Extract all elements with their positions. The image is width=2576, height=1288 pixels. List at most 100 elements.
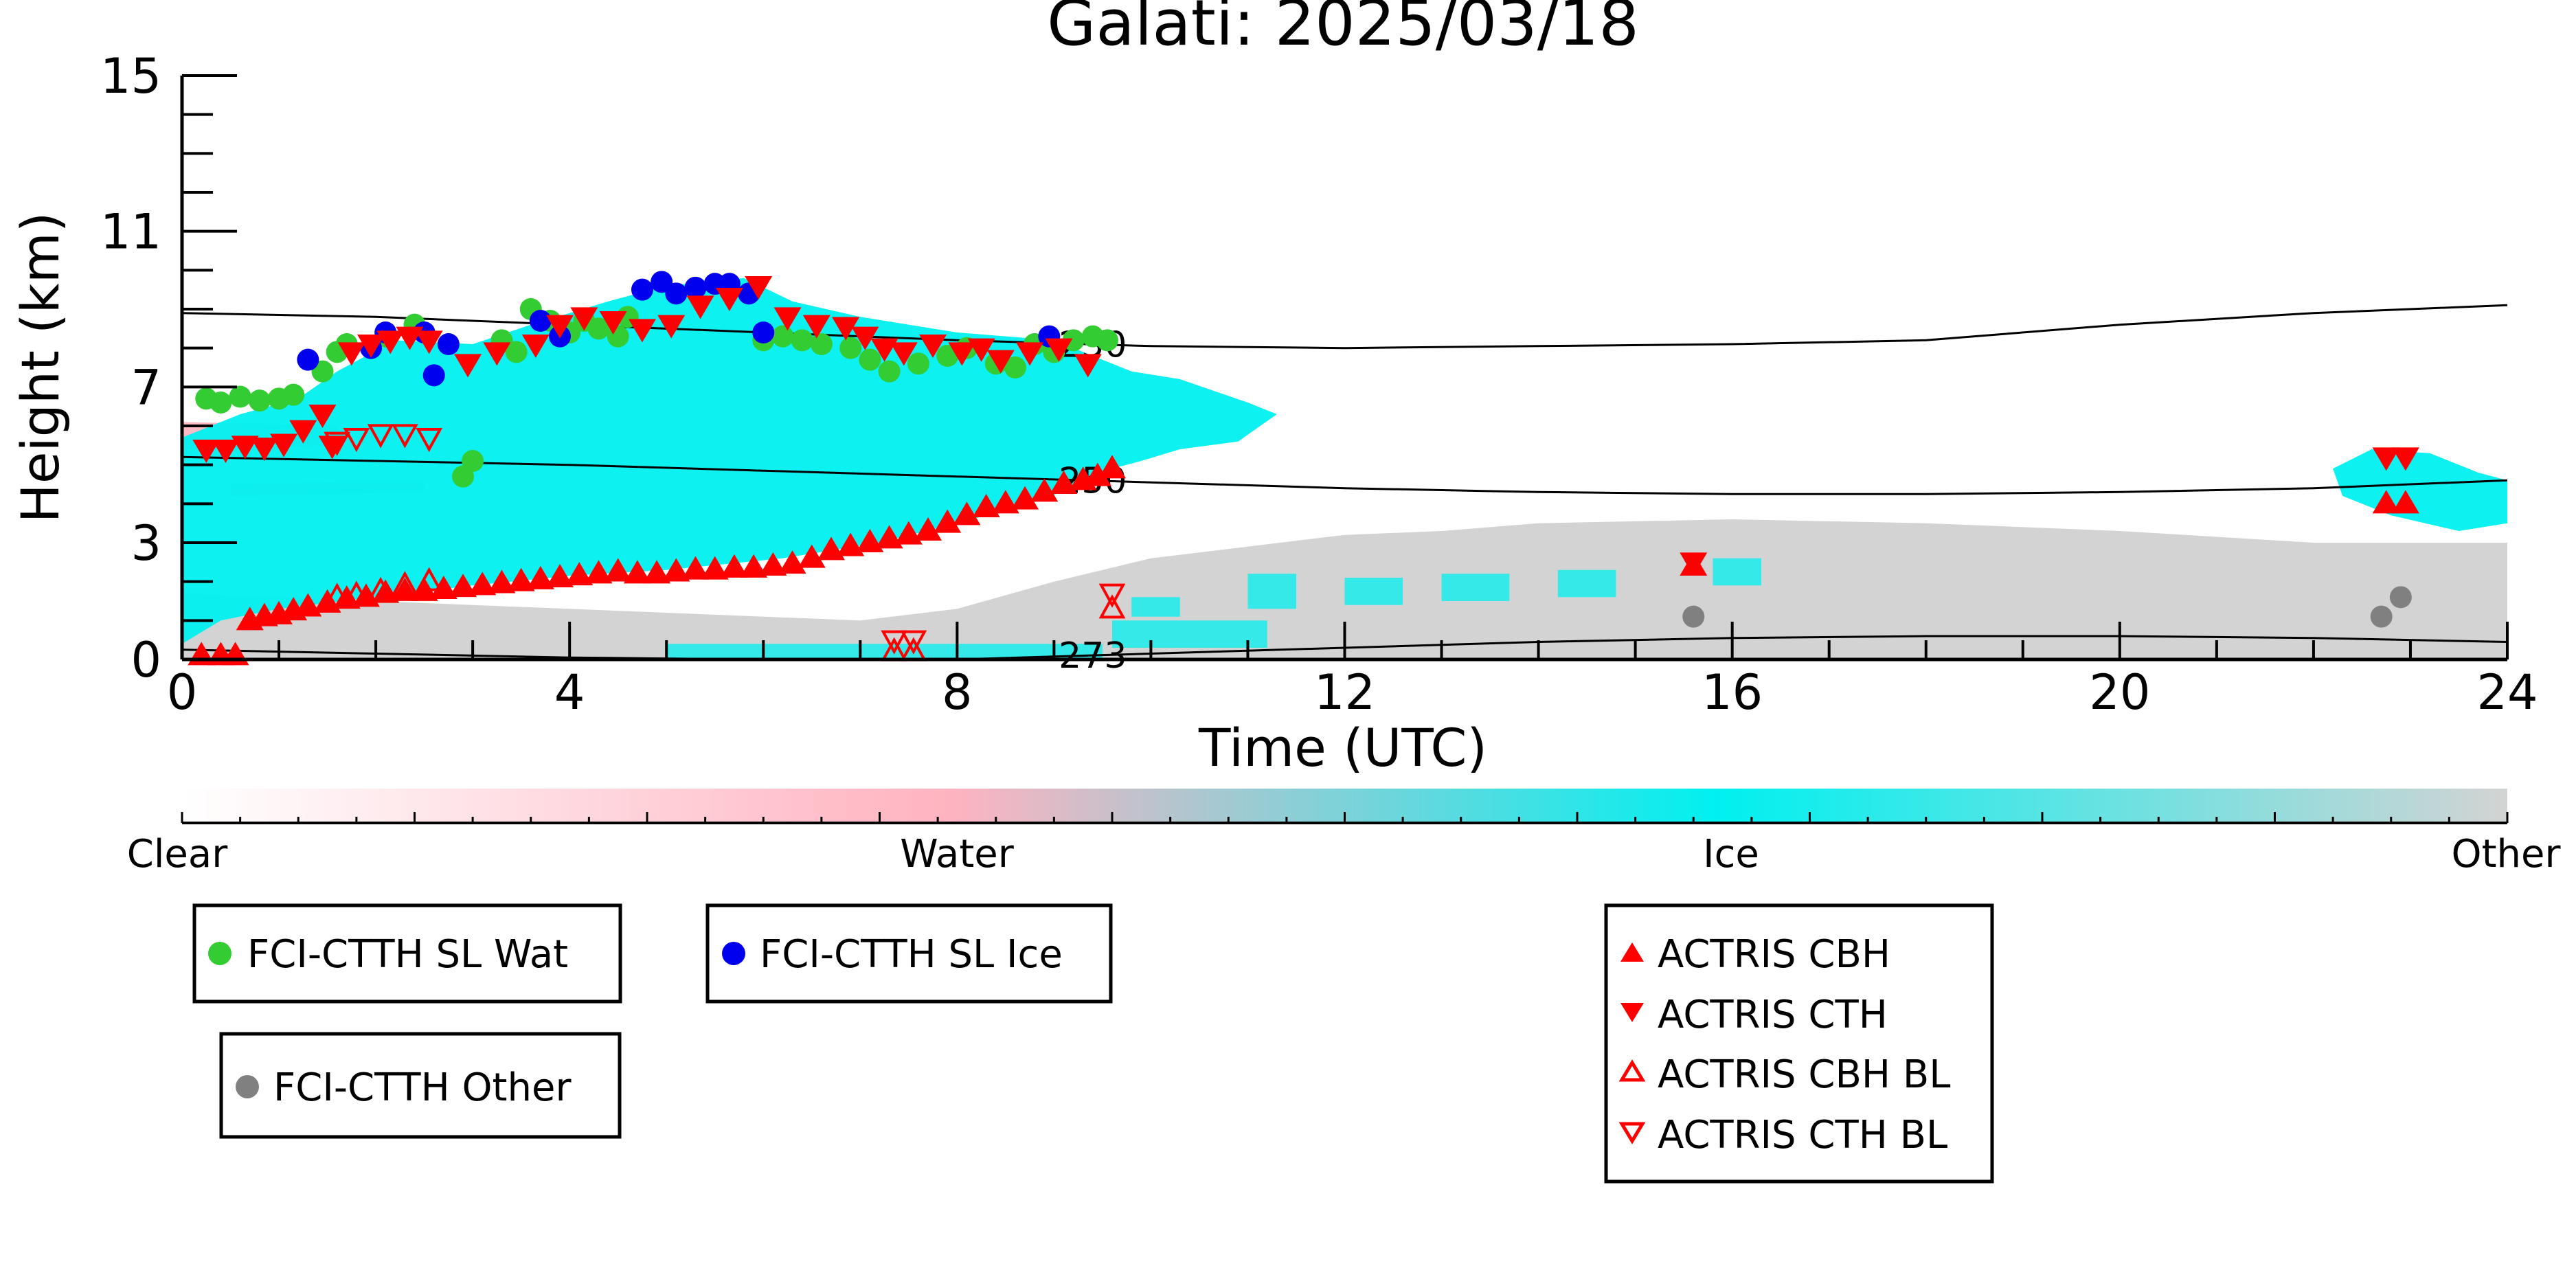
legend-label-actris-cbh-bl: ACTRIS CBH BL (1658, 1052, 1950, 1097)
y-tick-label: 11 (100, 204, 161, 260)
data-point (324, 583, 351, 607)
data-point (752, 321, 775, 343)
data-point (2389, 586, 2412, 609)
x-tick-label: 8 (942, 664, 973, 721)
cloud-ice-streak (666, 644, 1103, 659)
cloud-ice-streak (1131, 597, 1180, 617)
data-point (505, 341, 528, 363)
data-point (1680, 552, 1708, 576)
data-point (392, 571, 418, 596)
data-point (604, 558, 632, 582)
data-point (376, 330, 405, 354)
data-point (416, 428, 443, 453)
data-point (318, 436, 346, 460)
data-point (715, 288, 743, 311)
data-point (282, 383, 305, 406)
data-point (1096, 329, 1118, 352)
data-point (565, 562, 594, 586)
chart-title: Galati: 2025/03/18 (1047, 0, 1639, 60)
data-point (587, 317, 610, 340)
data-point (231, 436, 259, 460)
legend-label-actris-cbh: ACTRIS CBH (1658, 932, 1890, 977)
data-point (662, 558, 690, 582)
data-point (851, 326, 879, 350)
data-point (367, 424, 394, 449)
data-point (657, 315, 686, 339)
legend-box (705, 903, 1113, 1004)
colorbar-label-ice: Ice (1703, 832, 1759, 877)
data-point (759, 552, 787, 576)
data-point (521, 335, 550, 358)
data-point (623, 560, 651, 584)
data-point (1682, 605, 1705, 628)
data-point (720, 554, 748, 578)
data-point (684, 276, 707, 299)
data-point (701, 556, 729, 580)
data-point (289, 420, 317, 444)
data-point (454, 354, 482, 378)
data-point (308, 405, 337, 428)
data-point (546, 564, 574, 587)
data-point (2391, 490, 2419, 514)
colorbar-label-other: Other (2451, 832, 2561, 877)
legend-marker-actris-cbh (1620, 942, 1644, 962)
data-point (936, 345, 959, 367)
data-point (643, 560, 671, 584)
data-point (367, 576, 394, 601)
legend-marker-actris-cbh-bl (1618, 1059, 1646, 1082)
data-point (429, 576, 457, 599)
data-point (192, 440, 221, 463)
data-point (986, 350, 1015, 374)
data-point (468, 572, 497, 596)
data-point (546, 315, 574, 339)
legend-fci-ice: FCI-CTTH SL Ice (705, 903, 1113, 1004)
data-point (1098, 455, 1126, 479)
x-axis-label: Time (UTC) (1198, 717, 1487, 778)
series-fci-ctth-other (1682, 586, 2412, 628)
data-point (948, 342, 976, 366)
data-point (507, 567, 535, 591)
data-point (745, 276, 773, 300)
data-point (392, 424, 418, 449)
cloud-ice-streak (1713, 558, 1761, 586)
data-point (967, 338, 995, 362)
data-point (343, 428, 370, 453)
legend-box (1604, 903, 1994, 1184)
colorbar-label-clear: Clear (127, 832, 228, 877)
x-tick-label: 4 (554, 664, 585, 721)
data-point (449, 574, 477, 598)
data-point (526, 565, 554, 589)
cloud-ice-streak (1344, 578, 1403, 605)
data-point (791, 329, 813, 352)
legend-label-fci-water: FCI-CTTH SL Wat (247, 932, 568, 977)
data-point (1098, 594, 1126, 619)
data-point (248, 389, 271, 412)
data-point (881, 630, 908, 655)
series-actris-cth (192, 276, 2419, 576)
cloud-ice-streak (1247, 574, 1296, 609)
y-tick-label: 3 (131, 515, 161, 572)
data-point (740, 554, 768, 578)
data-point (2372, 490, 2400, 514)
data-point (229, 385, 251, 408)
legend-marker-fci-water (208, 942, 231, 965)
data-point (1016, 342, 1044, 366)
legend-label-fci-ice: FCI-CTTH SL Ice (760, 932, 1063, 977)
x-axis-ticks: 0 4 8 12 16 20 24 (167, 622, 2538, 721)
data-point (628, 319, 656, 343)
y-tick-label: 7 (131, 359, 161, 416)
data-point (2372, 447, 2400, 471)
data-point (1004, 357, 1026, 379)
legend-fci-water: FCI-CTTH SL Wat (192, 903, 622, 1004)
data-point (297, 348, 319, 371)
data-point (773, 307, 802, 331)
colorbar-ticks (181, 812, 2509, 823)
data-point (907, 352, 929, 375)
data-point (212, 440, 240, 463)
data-point (570, 307, 598, 331)
data-point (771, 325, 794, 348)
data-point (953, 501, 981, 526)
legend-label-actris-cth: ACTRIS CTH (1658, 993, 1888, 1037)
data-point (2370, 605, 2393, 628)
